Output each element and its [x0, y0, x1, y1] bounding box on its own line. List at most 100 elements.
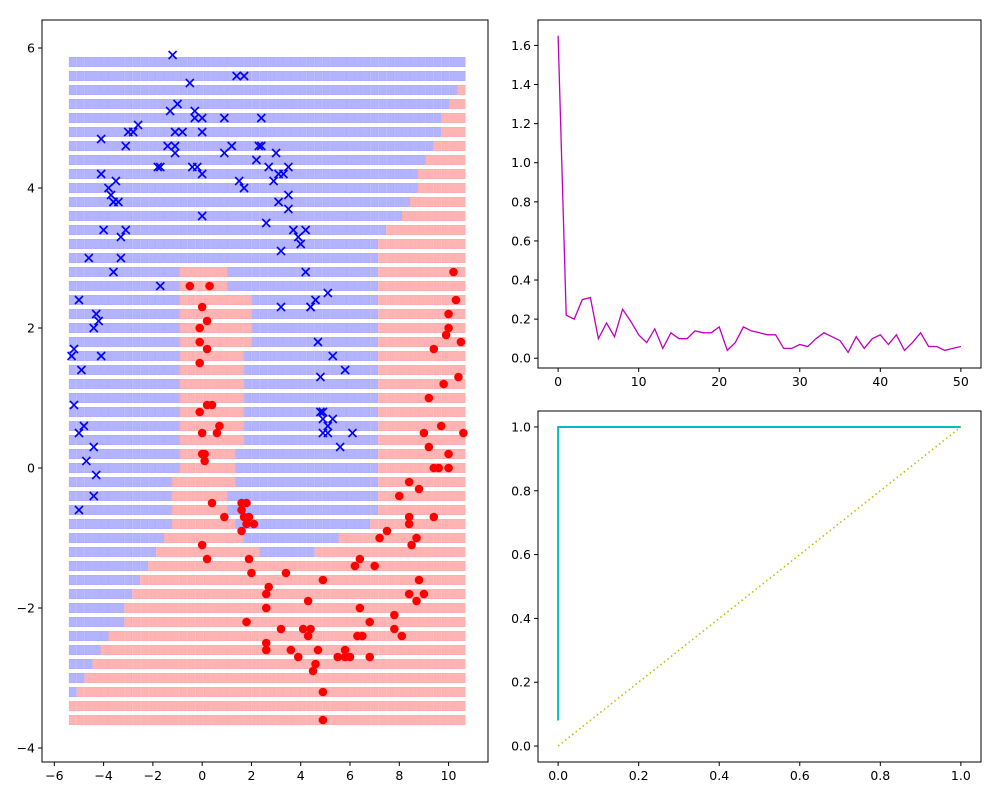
grid-cell-class-0 — [100, 253, 109, 263]
grid-cell-class-0 — [164, 351, 172, 361]
class-1-point — [242, 519, 251, 529]
grid-cell-class-1 — [275, 575, 283, 585]
grid-cell-class-1 — [172, 519, 180, 529]
grid-cell-class-0 — [354, 183, 363, 193]
grid-cell-class-0 — [370, 113, 379, 123]
class-1-point — [202, 554, 212, 564]
class-0-point — [296, 239, 306, 249]
grid-cell-class-1 — [156, 575, 164, 585]
grid-cell-class-1 — [243, 659, 252, 669]
grid-cell-class-0 — [362, 141, 371, 151]
grid-cell-class-0 — [322, 323, 331, 333]
grid-cell-class-1 — [299, 645, 307, 655]
grid-cell-class-0 — [227, 211, 236, 221]
grid-cell-class-0 — [275, 435, 283, 445]
grid-cell-class-1 — [179, 323, 188, 333]
grid-cell-class-0 — [338, 407, 347, 417]
grid-cell-class-0 — [354, 323, 363, 333]
grid-cell-class-1 — [314, 617, 323, 627]
grid-cell-class-0 — [132, 281, 141, 291]
grid-cell-class-0 — [108, 533, 117, 543]
grid-cell-class-0 — [354, 295, 363, 305]
grid-cell-class-0 — [68, 435, 77, 445]
grid-cell-class-0 — [100, 435, 109, 445]
grid-cell-class-1 — [314, 701, 323, 711]
grid-cell-class-1 — [187, 533, 196, 543]
grid-cell-class-1 — [172, 673, 180, 683]
grid-cell-class-1 — [195, 477, 204, 487]
grid-cell-class-0 — [132, 435, 141, 445]
class-0-point — [170, 148, 180, 158]
class-1-point — [358, 631, 367, 641]
grid-cell-class-0 — [84, 183, 93, 193]
grid-cell-class-0 — [243, 99, 252, 109]
grid-cell-class-1 — [179, 463, 188, 473]
grid-cell-class-1 — [457, 113, 466, 123]
grid-cell-class-0 — [124, 477, 133, 487]
grid-cell-class-1 — [370, 687, 379, 697]
grid-cell-class-1 — [211, 701, 220, 711]
class-0-point — [276, 302, 286, 312]
grid-cell-class-1 — [425, 505, 434, 515]
grid-cell-class-1 — [219, 547, 228, 557]
grid-cell-class-1 — [338, 701, 347, 711]
grid-cell-class-1 — [187, 309, 196, 319]
grid-cell-class-1 — [418, 505, 426, 515]
grid-cell-class-0 — [394, 211, 402, 221]
grid-cell-class-0 — [346, 141, 355, 151]
grid-cell-class-0 — [243, 477, 252, 487]
grid-cell-class-0 — [362, 365, 371, 375]
grid-cell-class-0 — [275, 351, 283, 361]
grid-cell-class-0 — [418, 99, 426, 109]
grid-cell-class-0 — [299, 491, 307, 501]
grid-cell-class-0 — [92, 561, 101, 571]
grid-cell-class-0 — [76, 673, 85, 683]
grid-cell-class-1 — [418, 561, 426, 571]
grid-cell-class-0 — [76, 659, 85, 669]
grid-cell-class-0 — [108, 435, 117, 445]
grid-cell-class-1 — [433, 281, 442, 291]
class-0-point — [91, 309, 101, 319]
grid-cell-class-1 — [211, 477, 220, 487]
class-1-point — [429, 512, 439, 522]
grid-cell-class-0 — [132, 533, 141, 543]
grid-cell-class-1 — [283, 673, 291, 683]
grid-cell-class-0 — [76, 603, 85, 613]
grid-cell-class-1 — [410, 309, 418, 319]
grid-cell-class-0 — [124, 561, 133, 571]
grid-cell-class-0 — [291, 491, 299, 501]
grid-cell-class-0 — [132, 337, 141, 347]
grid-cell-class-0 — [259, 85, 268, 95]
grid-cell-class-1 — [394, 239, 402, 249]
grid-cell-class-0 — [116, 393, 125, 403]
grid-cell-class-0 — [267, 365, 275, 375]
grid-cell-class-0 — [275, 533, 283, 543]
grid-cell-class-1 — [140, 575, 149, 585]
grid-cell-class-0 — [275, 253, 283, 263]
grid-cell-class-1 — [187, 701, 196, 711]
x-marker-stroke — [108, 267, 119, 277]
grid-cell-class-0 — [116, 561, 125, 571]
grid-cell-class-0 — [116, 113, 125, 123]
grid-cell-class-0 — [124, 211, 133, 221]
grid-cell-class-1 — [378, 365, 387, 375]
grid-cell-class-1 — [386, 225, 395, 235]
grid-cell-class-1 — [425, 239, 434, 249]
grid-cell-class-0 — [457, 71, 466, 81]
grid-cell-class-0 — [164, 337, 172, 347]
grid-cell-class-0 — [306, 337, 315, 347]
grid-cell-class-1 — [227, 533, 236, 543]
grid-cell-class-0 — [322, 519, 331, 529]
grid-cell-class-1 — [219, 351, 228, 361]
grid-cell-class-1 — [433, 141, 442, 151]
grid-cell-class-1 — [172, 547, 180, 557]
grid-cell-class-0 — [425, 113, 434, 123]
grid-cell-class-1 — [378, 673, 387, 683]
grid-cell-class-1 — [441, 673, 450, 683]
grid-cell-class-0 — [291, 379, 299, 389]
grid-cell-class-1 — [402, 225, 410, 235]
grid-cell-class-1 — [148, 603, 156, 613]
grid-cell-class-0 — [156, 351, 164, 361]
grid-cell-class-0 — [108, 365, 117, 375]
grid-cell-class-0 — [76, 239, 85, 249]
